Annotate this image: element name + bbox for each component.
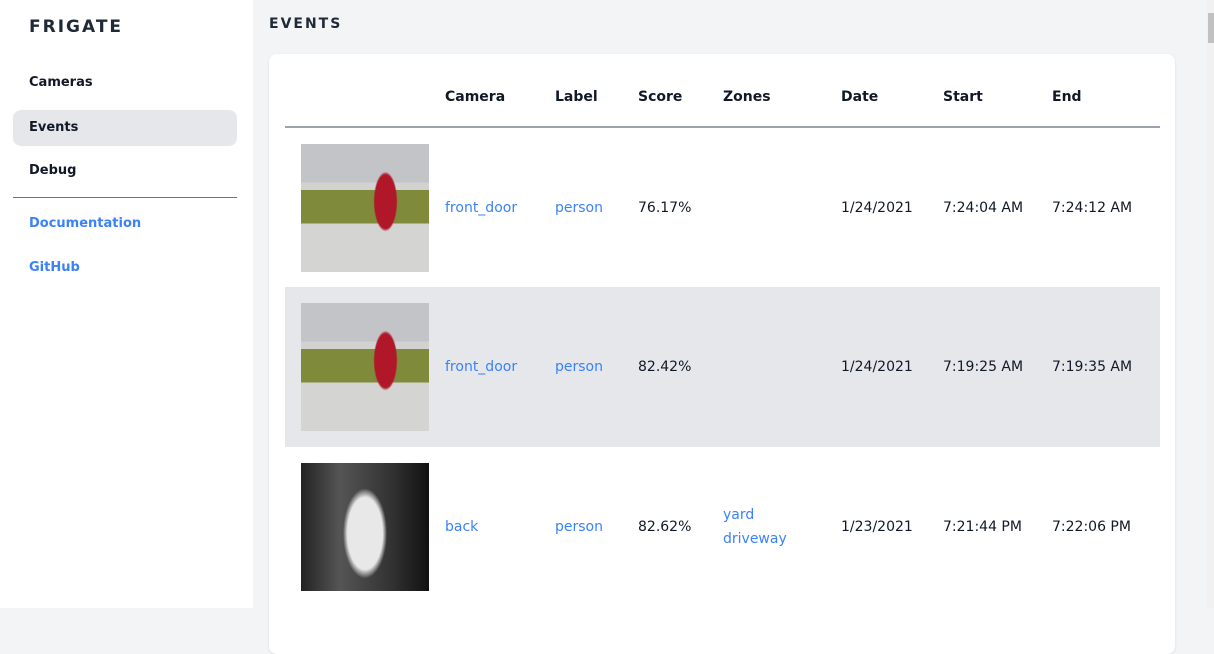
- label-link[interactable]: person: [555, 199, 603, 216]
- sidebar-link-documentation[interactable]: Documentation: [29, 216, 142, 231]
- col-score: Score: [638, 54, 723, 128]
- label-link[interactable]: person: [555, 359, 603, 375]
- table-row[interactable]: front_door person 76.17% 1/24/2021 7:24:…: [285, 127, 1160, 287]
- col-end: End: [1052, 54, 1160, 128]
- score: 76.17%: [638, 199, 692, 216]
- col-zones: Zones: [723, 54, 841, 128]
- col-camera: Camera: [445, 54, 555, 128]
- event-thumbnail[interactable]: [301, 303, 429, 431]
- col-date: Date: [841, 54, 943, 128]
- label-link[interactable]: person: [555, 519, 603, 535]
- event-thumbnail[interactable]: [301, 143, 429, 272]
- col-start: Start: [943, 54, 1052, 128]
- scrollbar-thumb[interactable]: [1208, 13, 1214, 43]
- date: 1/24/2021: [841, 287, 943, 447]
- thumbnail-cell: [285, 447, 445, 607]
- start-time: 7:19:25 AM: [943, 287, 1052, 447]
- col-label: Label: [555, 54, 638, 128]
- end-time: 7:19:35 AM: [1052, 287, 1160, 447]
- thumbnail-cell: [285, 287, 445, 447]
- sidebar-item-events[interactable]: Events: [13, 110, 237, 146]
- event-thumbnail[interactable]: [301, 463, 429, 591]
- camera-link[interactable]: front_door: [445, 359, 518, 375]
- page-title: EVENTS: [269, 16, 343, 32]
- score: 82.62%: [638, 519, 692, 535]
- table-row[interactable]: front_door person 82.42% 1/24/2021 7:19:…: [285, 287, 1160, 447]
- table-header: Camera Label Score Zones Date Start End: [285, 54, 1160, 128]
- events-table: Camera Label Score Zones Date Start End …: [285, 54, 1160, 607]
- camera-link[interactable]: front_door: [445, 199, 518, 216]
- start-time: 7:24:04 AM: [943, 199, 1024, 216]
- end-time: 7:22:06 PM: [1052, 519, 1131, 535]
- col-thumbnail: [285, 54, 445, 128]
- camera-link[interactable]: back: [445, 519, 479, 535]
- end-time: 7:24:12 AM: [1052, 199, 1133, 216]
- events-card: Camera Label Score Zones Date Start End …: [269, 54, 1175, 654]
- sidebar-divider: [13, 197, 237, 198]
- sidebar-item-cameras[interactable]: Cameras: [29, 75, 93, 90]
- zone-link[interactable]: yard: [723, 507, 755, 523]
- table-row[interactable]: back person 82.62% yard driveway 1/23/202…: [285, 447, 1160, 607]
- date: 1/23/2021: [841, 519, 913, 535]
- scrollbar[interactable]: [1207, 0, 1214, 608]
- start-time: 7:21:44 PM: [943, 519, 1022, 535]
- sidebar: FRIGATE Cameras Events Debug Documentati…: [0, 0, 253, 608]
- thumbnail-cell: [285, 127, 445, 287]
- score: 82.42%: [638, 287, 723, 447]
- date: 1/24/2021: [841, 199, 913, 216]
- zone-link[interactable]: driveway: [723, 531, 787, 547]
- brand-logo[interactable]: FRIGATE: [29, 17, 124, 37]
- sidebar-item-debug[interactable]: Debug: [29, 163, 77, 178]
- sidebar-link-github[interactable]: GitHub: [29, 260, 80, 275]
